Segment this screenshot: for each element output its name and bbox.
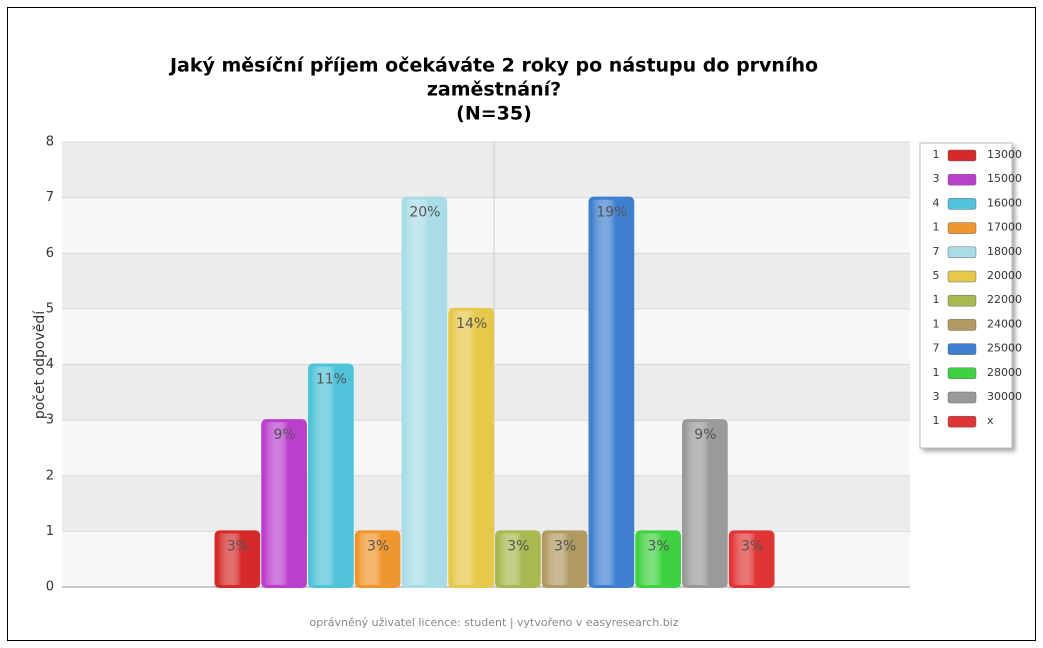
legend-swatch	[947, 173, 977, 186]
legend-count: 5	[933, 269, 940, 282]
bar-shine	[311, 366, 351, 585]
legend-label: 17000	[987, 221, 1022, 234]
legend-count: 1	[933, 293, 940, 306]
legend-swatch	[947, 415, 977, 428]
data-label: 9%	[274, 427, 296, 443]
bar-shine	[498, 533, 538, 585]
legend-count: 1	[933, 414, 940, 427]
bar-shine	[591, 199, 632, 585]
bar-shine	[544, 533, 585, 585]
bar-shine	[217, 533, 258, 585]
footer: oprávněný uživatel licence: student | vy…	[309, 616, 678, 629]
grid-band	[62, 253, 910, 309]
data-label: 3%	[554, 538, 576, 554]
legend-label: 13000	[987, 148, 1022, 161]
legend-count: 7	[933, 342, 940, 355]
bar-shine	[264, 422, 304, 585]
y-tick-label: 0	[46, 580, 54, 595]
bar-shine	[451, 310, 491, 585]
legend-count: 4	[933, 196, 940, 209]
data-label: 3%	[741, 538, 763, 554]
y-tick-label: 4	[46, 357, 54, 372]
data-label: 14%	[456, 316, 487, 332]
legend-label: 25000	[987, 342, 1022, 355]
data-label: 19%	[596, 205, 627, 221]
y-tick-label: 2	[46, 468, 54, 483]
bar-shine	[404, 199, 445, 585]
y-tick-label: 8	[46, 135, 54, 150]
legend-label: 15000	[987, 172, 1022, 185]
legend-count: 3	[933, 172, 940, 185]
y-tick-label: 7	[46, 190, 54, 205]
data-label: 11%	[316, 372, 347, 388]
legend-swatch	[947, 294, 977, 307]
chart-title: zaměstnání?	[427, 79, 561, 101]
y-tick-label: 3	[46, 413, 54, 428]
data-label: 3%	[227, 538, 249, 554]
y-tick-label: 5	[46, 301, 54, 316]
bar-shine	[731, 533, 772, 585]
data-label: 20%	[409, 205, 440, 221]
legend-swatch	[947, 367, 977, 380]
legend-swatch	[947, 270, 977, 283]
bar-shine	[638, 533, 678, 585]
legend-label: 16000	[987, 196, 1022, 209]
legend-label: 30000	[987, 390, 1022, 403]
legend-label: 20000	[987, 269, 1022, 282]
chart-subtitle: (N=35)	[456, 103, 532, 125]
legend-swatch	[947, 222, 977, 234]
legend-swatch	[947, 319, 977, 331]
legend-swatch	[947, 391, 977, 404]
legend-count: 1	[933, 317, 940, 330]
bar-shine	[357, 533, 398, 585]
legend-count: 1	[933, 366, 940, 379]
legend-label: x	[987, 414, 994, 427]
bar-shine	[685, 422, 725, 585]
data-label: 3%	[507, 538, 529, 554]
y-axis-label: počet odpovědí	[32, 310, 48, 419]
chart-title: Jaký měsíční příjem očekáváte 2 roky po …	[168, 55, 818, 77]
legend-label: 18000	[987, 245, 1022, 258]
legend-swatch	[947, 198, 977, 210]
legend-swatch	[947, 343, 977, 355]
legend-label: 22000	[987, 293, 1022, 306]
legend-swatch	[947, 246, 977, 259]
y-tick-label: 6	[46, 246, 54, 261]
legend-count: 1	[933, 221, 940, 234]
grid-band	[62, 142, 910, 198]
legend-count: 1	[933, 148, 940, 161]
legend-count: 7	[933, 245, 940, 258]
data-label: 3%	[648, 538, 670, 554]
y-tick-label: 1	[46, 524, 54, 539]
legend-swatch	[947, 149, 977, 162]
data-label: 9%	[694, 427, 716, 443]
legend-label: 28000	[987, 366, 1022, 379]
legend-label: 24000	[987, 317, 1022, 330]
legend-count: 3	[933, 390, 940, 403]
data-label: 3%	[367, 538, 389, 554]
